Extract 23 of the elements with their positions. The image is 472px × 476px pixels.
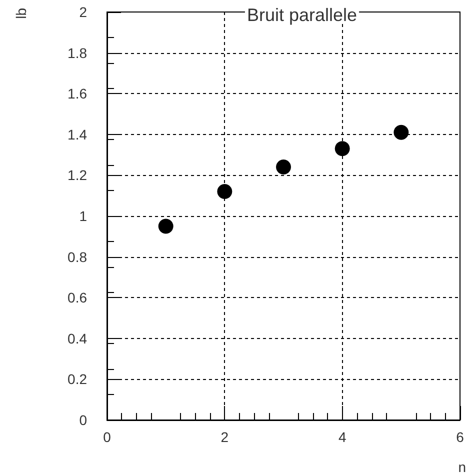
point (217, 184, 232, 200)
y-tick-label: 1.8 (68, 44, 88, 61)
point (158, 218, 174, 234)
y-tick-label: 0.8 (68, 248, 88, 265)
point (394, 124, 409, 140)
x-tick-label: 6 (456, 429, 464, 445)
y-tick-label: 0.6 (68, 290, 88, 306)
y-tick-label: 2 (79, 4, 88, 20)
y-tick-label: 0.4 (68, 330, 88, 346)
y-tick-label: 1.6 (68, 86, 88, 102)
x-axis-title: n (458, 459, 466, 475)
y-tick-label: 0 (79, 412, 88, 428)
point (334, 141, 350, 156)
chart-title: Bruit parallele (246, 5, 358, 25)
point (276, 160, 291, 175)
y-tick-label: 0.2 (68, 371, 88, 388)
y-axis-title: lb (13, 8, 29, 19)
y-tick-label: 1.4 (68, 126, 88, 142)
y-tick-label: 1 (79, 208, 88, 224)
x-tick-label: 2 (220, 429, 229, 445)
y-tick-label: 1.2 (68, 167, 88, 184)
x-tick-label: 4 (338, 429, 346, 445)
x-tick-label: 0 (103, 429, 112, 445)
